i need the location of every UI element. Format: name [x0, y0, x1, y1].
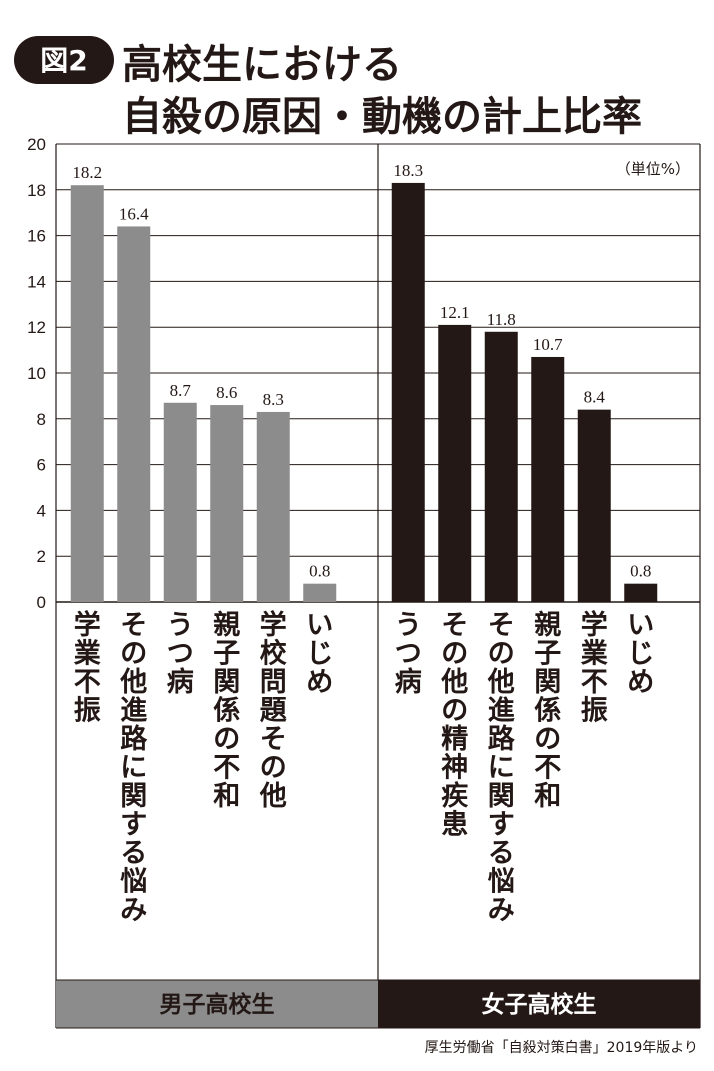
y-tick-label: 16	[27, 227, 46, 246]
y-tick-label: 20	[27, 135, 46, 154]
bar	[256, 411, 290, 602]
data-label: 16.4	[119, 204, 149, 223]
category-label: 親子関係の不和	[534, 610, 561, 812]
category-label: その他進路に関する悩み	[487, 610, 516, 926]
unit-label: （単位%）	[616, 160, 690, 178]
bar	[577, 409, 611, 602]
bar	[484, 331, 518, 602]
data-label: 0.8	[309, 562, 330, 581]
bar	[624, 583, 658, 602]
bar	[303, 583, 337, 602]
category-label: 親子関係の不和	[213, 610, 240, 812]
data-label: 0.8	[630, 562, 651, 581]
y-tick-label: 6	[37, 456, 46, 475]
data-label: 8.6	[216, 383, 237, 402]
group-label: 男子高校生	[160, 991, 275, 1018]
bar	[391, 182, 425, 602]
bar	[531, 356, 565, 602]
plot-area: 0 2 4 6 8 10 12 14 16 18 20 18.2 16.4 8.7 8.6 8.3 0.8 18.…	[27, 135, 701, 1028]
group-labels: 男子高校生 女子高校生	[56, 979, 700, 1029]
figure-badge: 図2	[40, 44, 87, 77]
category-label: 学業不振	[74, 609, 101, 727]
figure-badge-bg	[14, 36, 114, 84]
category-label: その他進路に関する悩み	[119, 610, 148, 926]
y-tick-label: 0	[37, 593, 46, 612]
figure-title-line2: 自殺の原因・動機の計上比率	[122, 94, 642, 140]
y-tick-label: 2	[37, 547, 46, 566]
y-tick-label: 18	[27, 181, 46, 200]
bar	[210, 405, 244, 602]
data-label: 18.2	[72, 163, 102, 182]
figure-title-line1: 高校生における	[122, 42, 402, 88]
category-label: いじめ	[627, 610, 654, 698]
bar	[163, 402, 197, 602]
source-note: 厚生労働省「自殺対策白書」2019年版より	[425, 1039, 698, 1056]
group-label-band	[378, 980, 700, 1028]
data-label: 18.3	[393, 161, 423, 180]
category-label: うつ病	[395, 610, 422, 698]
data-label: 8.7	[170, 381, 192, 400]
category-label: 学校問題その他	[259, 609, 288, 812]
data-label: 10.7	[533, 335, 563, 354]
y-tick-label: 4	[37, 501, 46, 520]
data-label: 8.3	[263, 390, 284, 409]
data-label: 8.4	[584, 388, 606, 407]
group-label-band	[56, 980, 378, 1028]
category-labels: 学業不振その他進路に関する悩みうつ病親子関係の不和学校問題その他いじめうつ病その…	[74, 609, 655, 926]
category-label: その他の精神疾患	[440, 610, 468, 841]
data-label: 11.8	[487, 310, 516, 329]
y-tick-label: 10	[27, 364, 46, 383]
category-label: いじめ	[306, 610, 333, 698]
bar	[438, 324, 472, 602]
category-label: うつ病	[167, 610, 194, 698]
figure-header: 図2 高校生における 自殺の原因・動機の計上比率	[14, 36, 642, 140]
bar	[117, 226, 151, 602]
y-tick-label: 12	[27, 318, 46, 337]
category-label: 学業不振	[581, 609, 608, 727]
y-tick-label: 14	[27, 272, 46, 291]
y-tick-label: 8	[37, 410, 46, 429]
group-label: 女子高校生	[482, 991, 597, 1018]
bar	[70, 185, 104, 602]
data-label: 12.1	[440, 303, 470, 322]
